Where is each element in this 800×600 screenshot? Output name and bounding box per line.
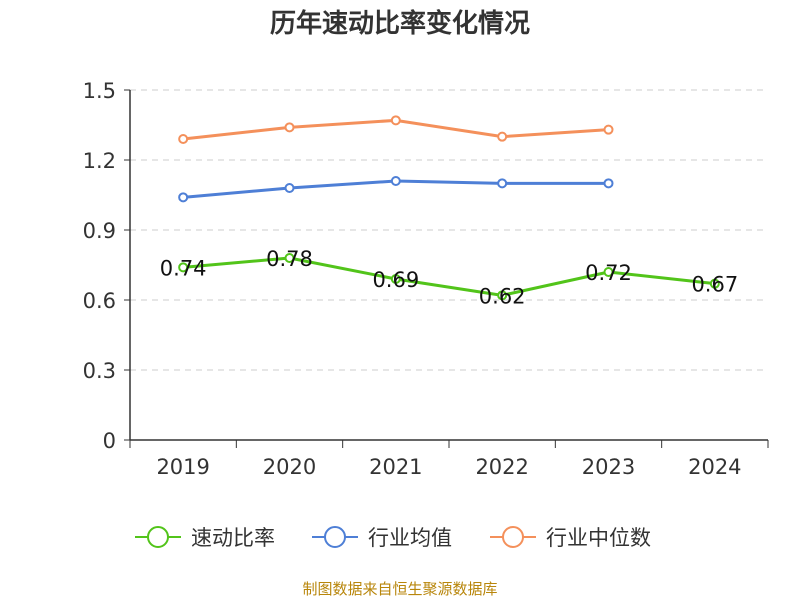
x-tick-label: 2023 xyxy=(582,455,635,479)
y-tick-label: 1.2 xyxy=(83,149,116,173)
chart-title: 历年速动比率变化情况 xyxy=(269,9,530,39)
y-tick-label: 0.3 xyxy=(83,359,116,383)
data-point xyxy=(178,192,189,203)
data-label: 0.69 xyxy=(372,268,419,292)
x-tick-label: 2020 xyxy=(263,455,316,479)
data-point xyxy=(390,115,401,126)
legend: 速动比率 行业均值 行业中位数 xyxy=(135,526,651,550)
legend-marker xyxy=(502,526,524,548)
legend-item: 行业中位数 xyxy=(490,526,651,550)
legend-marker xyxy=(324,526,346,548)
data-point xyxy=(603,267,614,277)
data-point xyxy=(284,122,295,133)
x-tick-label: 2021 xyxy=(369,455,422,479)
series-line-0 xyxy=(183,256,715,297)
data-label: 0.67 xyxy=(691,273,738,297)
y-tick-label: 0.6 xyxy=(83,289,116,313)
axis-layer: 0 0.3 0.6 0.9 1.2 1.5 2019 2020 2021 2022 2023 2024 xyxy=(83,79,769,479)
data-point xyxy=(497,290,508,301)
data-label: 0.62 xyxy=(479,284,526,308)
x-tick-label: 2019 xyxy=(156,455,209,479)
data-point xyxy=(709,278,720,289)
legend-item: 行业均值 xyxy=(312,526,452,550)
source-note: 制图数据来自恒生聚源数据库 xyxy=(302,580,498,598)
data-point xyxy=(603,124,614,135)
legend-label: 行业中位数 xyxy=(546,526,651,550)
data-point xyxy=(603,178,614,189)
series-layer xyxy=(178,115,720,301)
data-label: 0.74 xyxy=(160,256,207,280)
y-tick-label: 1.5 xyxy=(83,79,116,103)
x-tick-label: 2024 xyxy=(688,455,741,479)
data-point xyxy=(284,183,295,193)
x-tick-label: 2022 xyxy=(475,455,528,479)
data-point xyxy=(178,262,189,273)
data-point xyxy=(390,176,401,186)
label-layer: 0.74 0.78 0.69 0.62 0.72 0.67 xyxy=(160,247,738,308)
data-label: 0.78 xyxy=(266,247,313,271)
data-point xyxy=(390,274,401,284)
data-point xyxy=(497,178,508,189)
y-tick-label: 0.9 xyxy=(83,219,116,243)
y-tick-label: 0 xyxy=(103,429,116,453)
data-point xyxy=(178,134,189,144)
data-point xyxy=(497,131,508,142)
data-label: 0.72 xyxy=(585,261,632,285)
legend-marker xyxy=(147,526,169,548)
legend-item: 速动比率 xyxy=(135,526,275,550)
data-point xyxy=(284,253,295,263)
legend-label: 速动比率 xyxy=(191,526,275,550)
legend-label: 行业均值 xyxy=(368,526,452,550)
grid-layer xyxy=(130,89,768,371)
